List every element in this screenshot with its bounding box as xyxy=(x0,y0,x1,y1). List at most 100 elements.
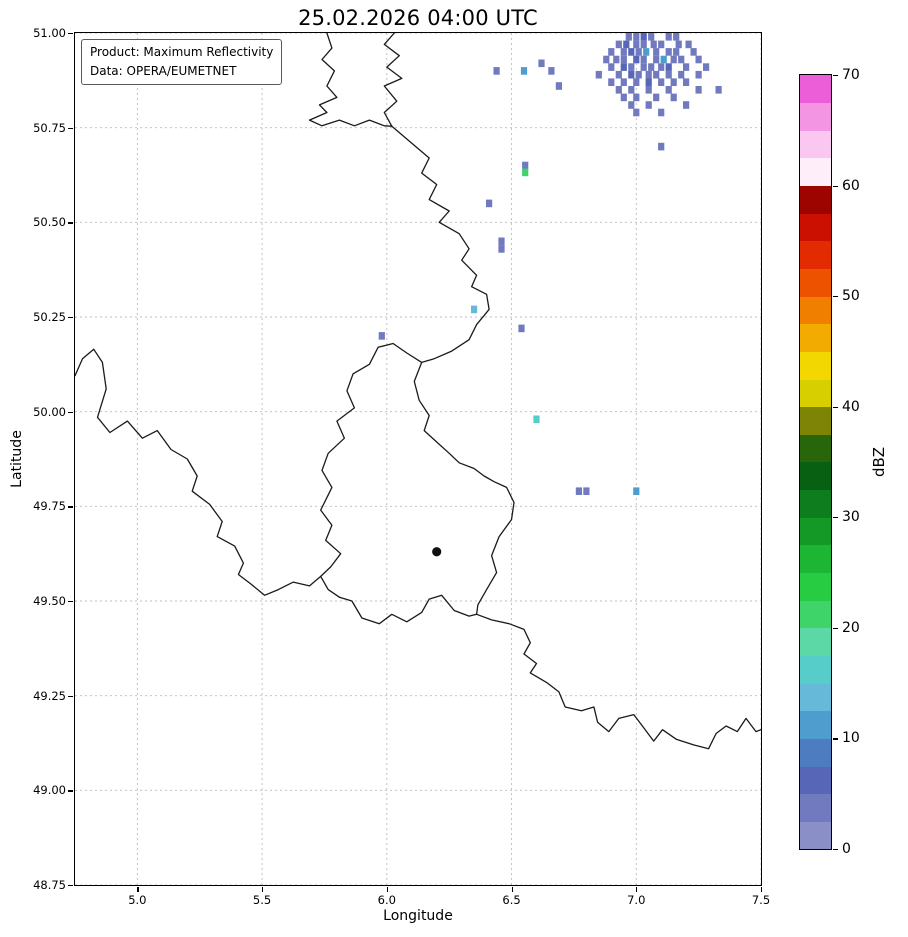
y-tick-label: 49.25 xyxy=(33,688,66,703)
radar-cell xyxy=(653,55,660,64)
radar-cell xyxy=(658,63,665,71)
radar-cell xyxy=(633,78,640,86)
y-tick-label: 48.75 xyxy=(33,878,66,892)
radar-cell xyxy=(595,70,602,79)
x-tick-mark xyxy=(761,887,763,892)
map-plot-area: Product: Maximum Reflectivity Data: OPER… xyxy=(74,32,762,886)
radar-cell xyxy=(548,67,555,75)
radar-cell xyxy=(665,86,672,94)
colorbar-label: dBZ xyxy=(870,446,888,478)
radar-cell xyxy=(653,93,660,102)
radar-cell xyxy=(653,48,660,56)
x-tick-label: 7.5 xyxy=(751,893,771,907)
radar-cell xyxy=(471,305,478,314)
colorbar-segment xyxy=(800,268,831,297)
colorbar-segment xyxy=(800,213,831,242)
radar-cell xyxy=(643,48,650,56)
colorbar-tick-label: 40 xyxy=(842,398,860,415)
colorbar-segment xyxy=(800,434,831,463)
radar-cell xyxy=(703,63,710,71)
radar-cell xyxy=(555,82,562,90)
colorbar-tick-label: 10 xyxy=(842,730,860,747)
x-tick-mark xyxy=(636,887,638,892)
radar-cell xyxy=(615,40,622,49)
radar-cell xyxy=(628,70,635,79)
product-line: Product: Maximum Reflectivity xyxy=(90,45,274,59)
x-tick-label: 5.0 xyxy=(128,893,147,907)
y-tick-mark xyxy=(68,695,73,697)
colorbar-segment xyxy=(800,102,831,131)
colorbar-segment xyxy=(800,572,831,601)
radar-cell xyxy=(690,48,697,56)
radar-cell xyxy=(665,33,672,41)
radar-cell xyxy=(620,48,627,56)
radar-cell xyxy=(640,33,647,41)
radar-cell xyxy=(633,93,640,102)
radar-cell xyxy=(608,48,615,56)
radar-cell xyxy=(648,33,655,41)
radar-cell xyxy=(533,415,540,424)
radar-cell xyxy=(522,161,529,170)
y-tick-mark xyxy=(68,33,73,35)
radar-cell xyxy=(633,33,640,41)
country-border xyxy=(308,33,393,127)
info-box: Product: Maximum Reflectivity Data: OPER… xyxy=(81,39,283,86)
colorbar-tick-mark xyxy=(833,406,838,408)
radar-cell xyxy=(635,70,642,79)
x-axis-label: Longitude xyxy=(383,908,453,924)
colorbar-tick-label: 50 xyxy=(842,288,860,305)
colorbar-segment xyxy=(800,517,831,546)
plot-title: 25.02.2026 04:00 UTC xyxy=(298,6,538,30)
radar-cell xyxy=(640,55,647,64)
radar-cell xyxy=(628,48,635,56)
y-axis-label: Latitude xyxy=(9,430,25,488)
radar-cell xyxy=(493,67,500,75)
radar-cell xyxy=(608,78,615,86)
country-border xyxy=(75,348,322,596)
radar-cell xyxy=(633,55,640,64)
y-tick-label: 49.75 xyxy=(33,499,66,514)
y-tick-mark xyxy=(68,222,73,224)
colorbar-segment xyxy=(800,544,831,574)
colorbar-segment xyxy=(800,793,831,822)
radar-cell xyxy=(658,78,665,86)
radar-cell xyxy=(633,108,640,117)
y-tick-mark xyxy=(68,317,73,319)
country-border xyxy=(338,594,478,625)
colorbar-segment xyxy=(800,296,831,325)
radar-cell xyxy=(635,48,642,56)
x-tick-label: 7.0 xyxy=(627,893,646,907)
colorbar-tick-label: 20 xyxy=(842,619,860,636)
radar-cell xyxy=(615,86,622,94)
radar-cell xyxy=(645,70,652,79)
x-tick-label: 6.5 xyxy=(502,893,521,907)
radar-cell xyxy=(378,332,385,340)
y-tick-label: 50.75 xyxy=(33,120,66,135)
radar-cell xyxy=(678,70,685,79)
x-tick-mark xyxy=(262,887,264,892)
colorbar-segment xyxy=(800,462,831,491)
colorbar-segment xyxy=(800,406,831,435)
radar-cell xyxy=(628,86,635,94)
radar-cell xyxy=(640,63,647,71)
y-tick-mark xyxy=(68,127,73,129)
y-tick-label: 50.00 xyxy=(33,404,66,419)
radar-cell xyxy=(645,78,652,86)
y-tick-label: 50.50 xyxy=(33,215,66,230)
radar-cell xyxy=(658,142,665,151)
y-tick-label: 50.25 xyxy=(33,310,66,324)
radar-cell xyxy=(628,101,635,109)
colorbar-segment xyxy=(800,323,831,352)
colorbar-segment xyxy=(800,157,831,187)
data-source-line: Data: OPERA/EUMETNET xyxy=(90,63,237,78)
y-tick-mark xyxy=(68,601,73,603)
x-tick-mark xyxy=(511,887,513,892)
colorbar-tick-mark xyxy=(833,75,838,77)
y-tick-mark xyxy=(68,790,73,792)
colorbar-tick-mark xyxy=(833,185,838,187)
radar-cell xyxy=(538,59,545,68)
radar-cell xyxy=(665,70,672,79)
colorbar-segment xyxy=(800,489,831,518)
radar-cell xyxy=(670,55,677,64)
radar-cell xyxy=(640,40,647,49)
